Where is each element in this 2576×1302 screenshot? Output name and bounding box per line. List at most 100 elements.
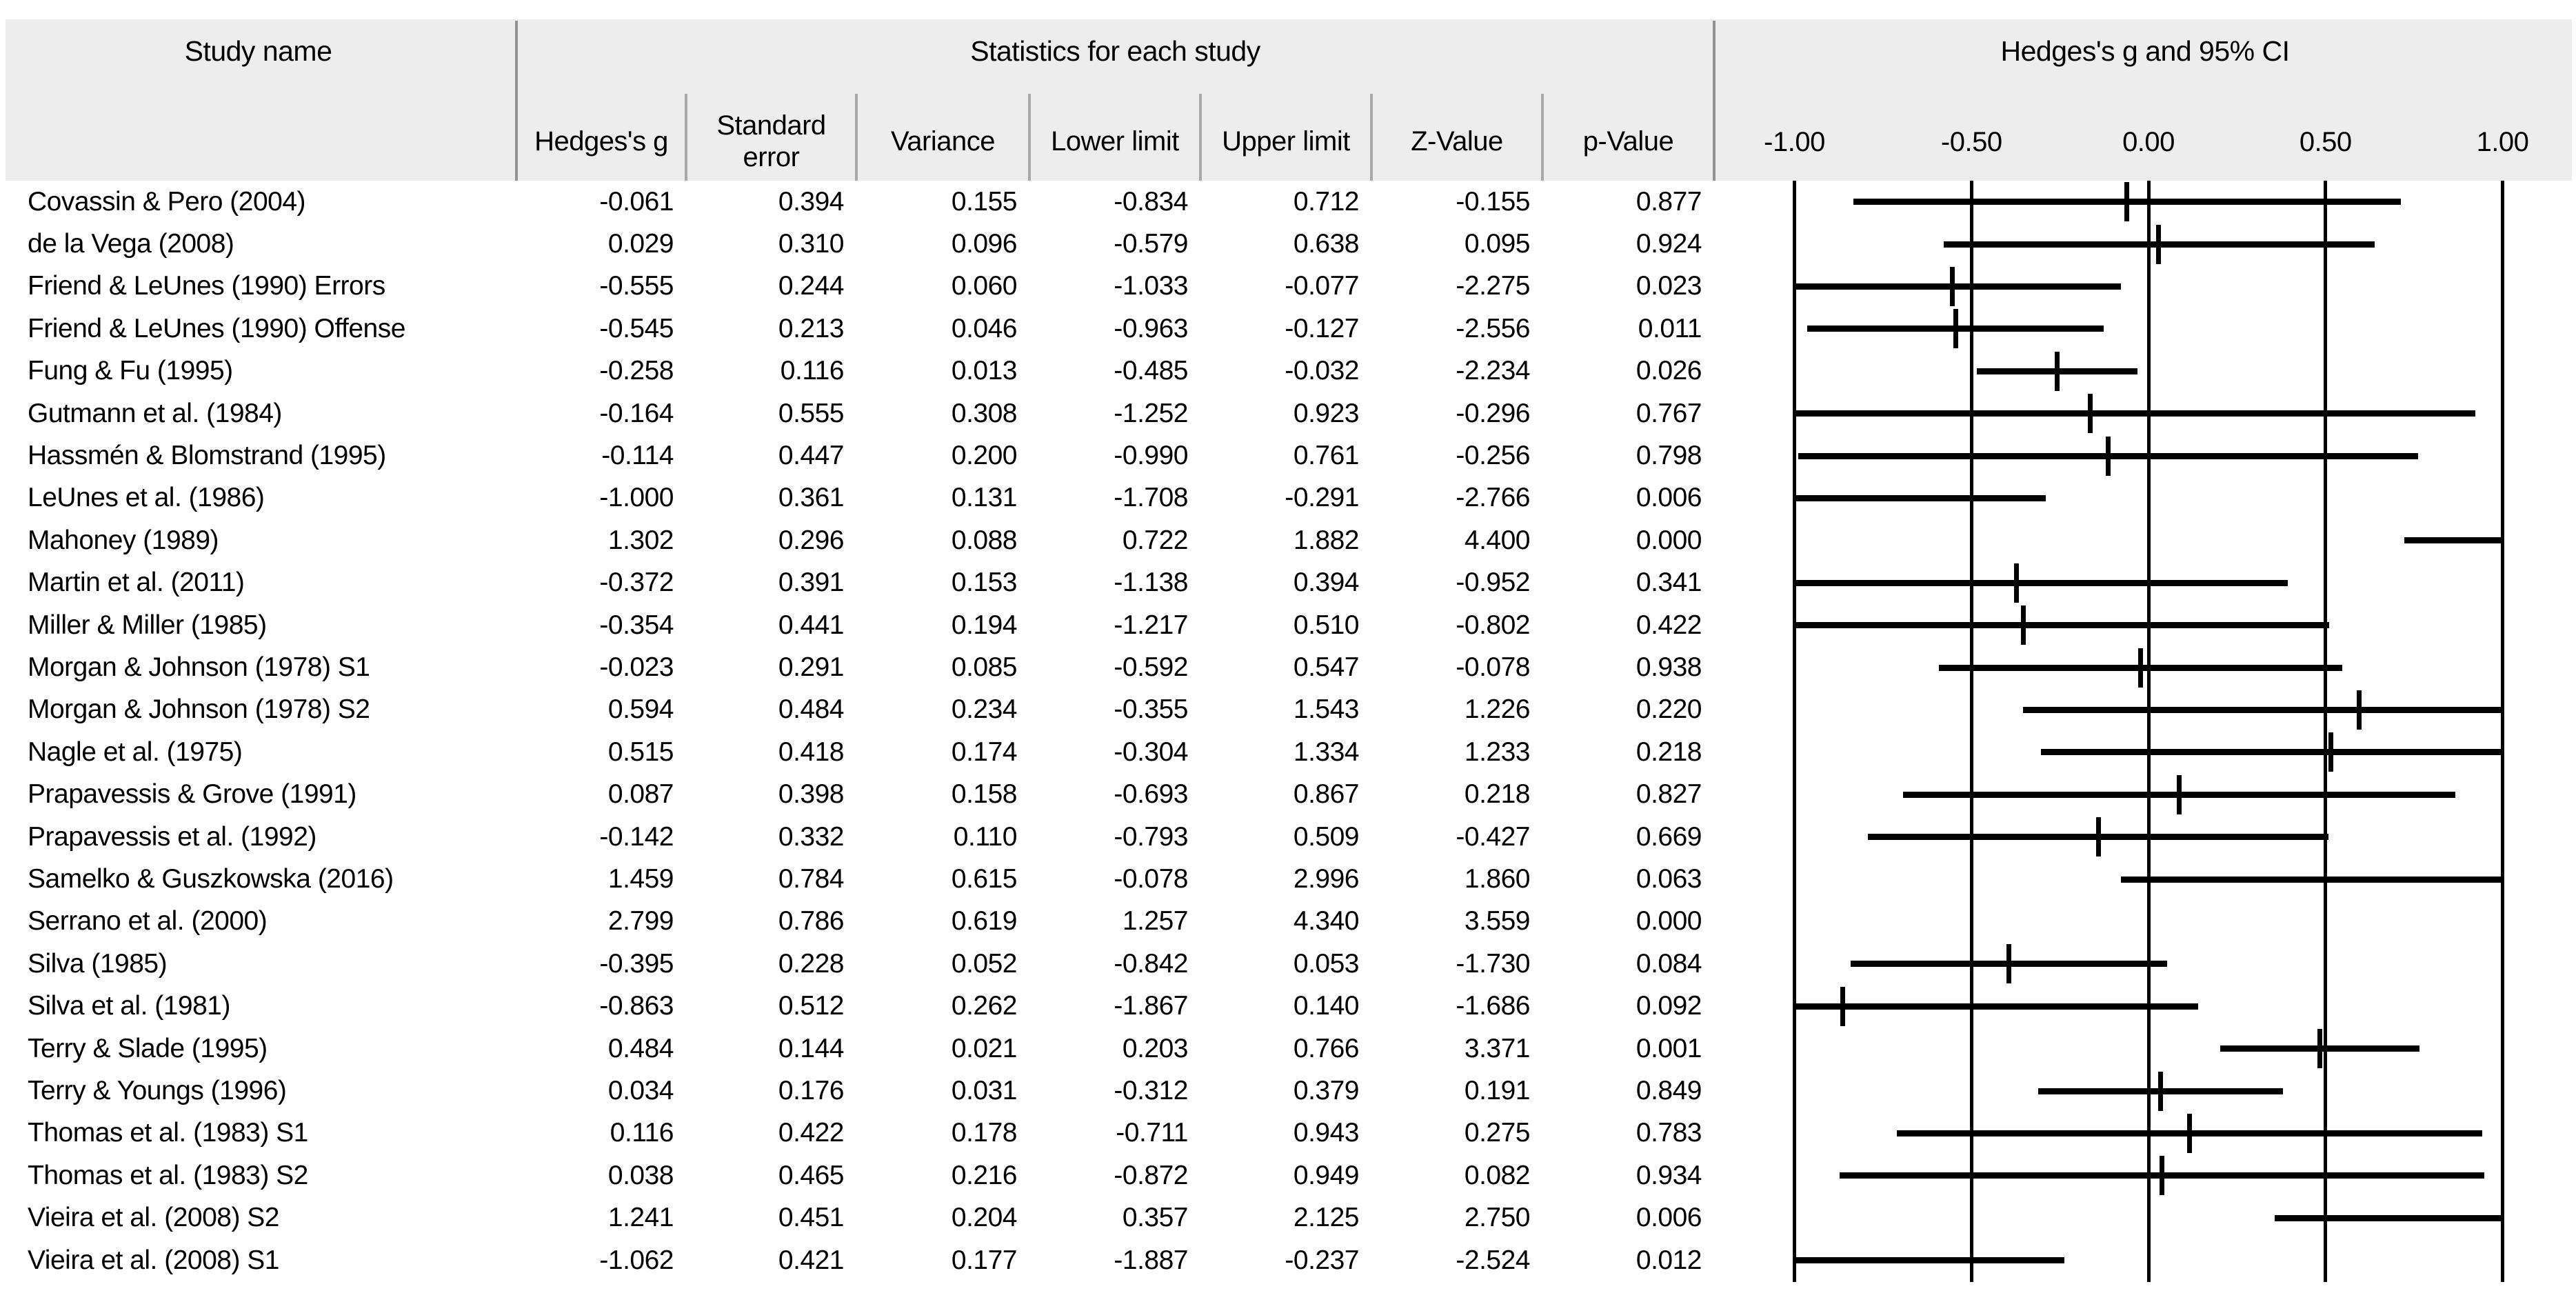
study-name-cell: Morgan & Johnson (1978) S2 bbox=[28, 694, 370, 725]
study-name-cell: Terry & Slade (1995) bbox=[28, 1033, 268, 1063]
ci-line bbox=[1794, 495, 2046, 501]
stat-cell-p-value: 0.000 bbox=[1636, 906, 1702, 937]
stat-cell-z-value: 0.095 bbox=[1464, 229, 1531, 259]
stat-cell-variance: 0.204 bbox=[951, 1203, 1018, 1233]
study-name-cell: Vieira et al. (2008) S1 bbox=[28, 1245, 280, 1275]
stat-cell-standard-error: 0.332 bbox=[778, 821, 845, 852]
stat-cell-hedges-g: 1.241 bbox=[607, 1203, 674, 1233]
stat-cell-upper-limit: 0.949 bbox=[1293, 1160, 1360, 1190]
stat-cell-standard-error: 0.116 bbox=[780, 356, 845, 386]
stat-cell-p-value: 0.849 bbox=[1636, 1076, 1702, 1106]
stat-cell-hedges-g: -0.164 bbox=[599, 398, 674, 428]
stat-cell-variance: 0.155 bbox=[951, 186, 1018, 217]
stat-cell-variance: 0.046 bbox=[951, 313, 1018, 343]
stat-cell-lower-limit: -0.304 bbox=[1114, 737, 1188, 767]
stat-cell-z-value: 1.860 bbox=[1464, 864, 1531, 894]
stat-cell-upper-limit: 0.761 bbox=[1293, 441, 1360, 471]
stat-cell-hedges-g: 0.594 bbox=[607, 694, 674, 725]
stat-cell-upper-limit: 1.882 bbox=[1293, 525, 1360, 555]
stat-cell-upper-limit: 0.712 bbox=[1293, 186, 1360, 217]
stat-cell-p-value: 0.934 bbox=[1636, 1160, 1702, 1190]
point-estimate-marker bbox=[2156, 224, 2162, 264]
stat-cell-lower-limit: -0.834 bbox=[1114, 186, 1188, 217]
column-divider bbox=[1028, 94, 1031, 181]
point-estimate-marker bbox=[2160, 1156, 2164, 1196]
point-estimate-marker bbox=[2020, 605, 2026, 645]
column-header-lower-limit: Lower limit bbox=[1051, 126, 1179, 157]
stat-cell-p-value: 0.827 bbox=[1636, 779, 1702, 810]
stat-cell-p-value: 0.023 bbox=[1636, 271, 1702, 301]
column-header-variance: Variance bbox=[891, 126, 995, 157]
point-estimate-marker bbox=[2006, 944, 2011, 984]
stat-cell-standard-error: 0.484 bbox=[778, 694, 845, 725]
stat-cell-z-value: 4.400 bbox=[1464, 525, 1531, 555]
stat-cell-p-value: 0.220 bbox=[1636, 694, 1702, 725]
stat-cell-upper-limit: 0.923 bbox=[1293, 398, 1360, 428]
column-divider bbox=[1370, 94, 1373, 181]
ci-line bbox=[2120, 876, 2502, 883]
column-divider bbox=[685, 94, 687, 181]
stat-cell-upper-limit: -0.127 bbox=[1285, 313, 1359, 343]
stat-cell-lower-limit: 0.203 bbox=[1122, 1033, 1189, 1063]
stat-cell-hedges-g: -0.372 bbox=[599, 568, 674, 598]
stat-cell-p-value: 0.011 bbox=[1638, 313, 1702, 343]
stat-cell-variance: 0.174 bbox=[951, 737, 1018, 767]
stat-cell-variance: 0.096 bbox=[951, 229, 1018, 259]
stat-cell-p-value: 0.924 bbox=[1636, 229, 1702, 259]
stat-cell-z-value: -0.952 bbox=[1456, 568, 1530, 598]
stat-cell-p-value: 0.012 bbox=[1636, 1245, 1702, 1275]
stat-cell-z-value: -2.766 bbox=[1456, 483, 1530, 513]
stat-cell-variance: 0.060 bbox=[951, 271, 1018, 301]
stat-cell-hedges-g: -0.142 bbox=[599, 821, 674, 852]
stat-cell-hedges-g: 0.087 bbox=[607, 779, 674, 810]
stat-cell-upper-limit: 4.340 bbox=[1293, 906, 1360, 937]
stat-cell-hedges-g: 0.038 bbox=[607, 1160, 674, 1190]
stat-cell-lower-limit: -0.872 bbox=[1114, 1160, 1188, 1190]
stat-cell-standard-error: 0.394 bbox=[778, 186, 845, 217]
study-name-cell: LeUnes et al. (1986) bbox=[28, 483, 265, 513]
column-divider bbox=[1199, 94, 1202, 181]
study-name-cell: Fung & Fu (1995) bbox=[28, 356, 233, 386]
stat-cell-z-value: 2.750 bbox=[1464, 1203, 1531, 1233]
stat-cell-lower-limit: -0.579 bbox=[1114, 229, 1188, 259]
stat-cell-z-value: 0.191 bbox=[1464, 1076, 1531, 1106]
stat-cell-standard-error: 0.391 bbox=[778, 568, 845, 598]
stat-cell-upper-limit: 0.053 bbox=[1293, 948, 1360, 979]
stat-cell-z-value: -2.275 bbox=[1456, 271, 1530, 301]
section-divider bbox=[515, 21, 518, 181]
stat-cell-hedges-g: -0.061 bbox=[599, 186, 674, 217]
ci-line bbox=[2022, 707, 2502, 713]
stat-cell-hedges-g: 0.116 bbox=[610, 1118, 674, 1148]
study-name-cell: Terry & Youngs (1996) bbox=[28, 1076, 287, 1106]
stat-cell-p-value: 0.422 bbox=[1636, 610, 1702, 640]
point-estimate-marker bbox=[2157, 1071, 2163, 1111]
stat-cell-z-value: -2.556 bbox=[1456, 313, 1530, 343]
ci-line bbox=[1794, 579, 2288, 586]
stat-cell-upper-limit: 2.996 bbox=[1293, 864, 1360, 894]
stat-cell-hedges-g: 2.799 bbox=[607, 906, 674, 937]
stat-cell-z-value: -0.427 bbox=[1456, 821, 1530, 852]
study-name-cell: Silva et al. (1981) bbox=[28, 991, 231, 1021]
stat-cell-z-value: -0.256 bbox=[1456, 441, 1530, 471]
study-name-cell: Covassin & Pero (2004) bbox=[28, 186, 306, 217]
ci-line bbox=[1794, 622, 2329, 629]
study-name-cell: de la Vega (2008) bbox=[28, 229, 234, 259]
plot-section-header: Hedges's g and 95% CI bbox=[2000, 34, 2290, 67]
stat-cell-p-value: 0.783 bbox=[1636, 1118, 1702, 1148]
study-name-cell: Silva (1985) bbox=[28, 948, 168, 979]
stat-cell-upper-limit: 1.543 bbox=[1293, 694, 1360, 725]
stat-cell-variance: 0.021 bbox=[951, 1033, 1018, 1063]
stat-cell-lower-limit: -0.963 bbox=[1114, 313, 1188, 343]
stat-cell-variance: 0.088 bbox=[951, 525, 1018, 555]
column-header-p-value: p-Value bbox=[1582, 126, 1674, 157]
stat-cell-lower-limit: -0.842 bbox=[1114, 948, 1188, 979]
stat-cell-variance: 0.052 bbox=[951, 948, 1018, 979]
gridline bbox=[2501, 181, 2504, 1282]
study-name-cell: Samelko & Guszkowska (2016) bbox=[28, 864, 394, 894]
stat-cell-variance: 0.131 bbox=[951, 483, 1018, 513]
stat-cell-standard-error: 0.784 bbox=[778, 864, 845, 894]
stat-cell-lower-limit: -0.693 bbox=[1114, 779, 1188, 810]
stat-cell-z-value: -2.524 bbox=[1456, 1245, 1530, 1275]
stat-cell-p-value: 0.001 bbox=[1636, 1033, 1702, 1063]
stat-cell-standard-error: 0.447 bbox=[778, 441, 845, 471]
